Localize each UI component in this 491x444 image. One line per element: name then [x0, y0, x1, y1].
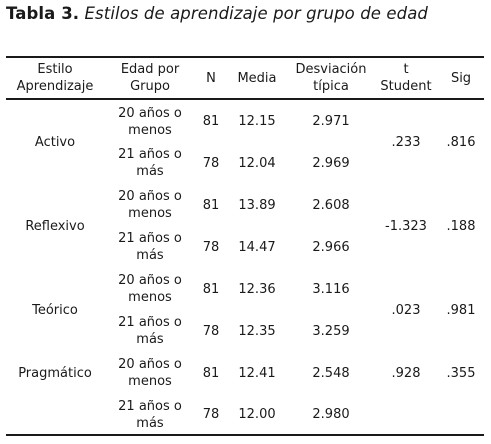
- media-cell: 12.15: [238, 114, 276, 129]
- header-edad: Edad por Grupo: [120, 62, 180, 94]
- desviacion-cell: 2.969: [312, 155, 350, 171]
- t-student-cell: .023: [391, 302, 421, 318]
- header-n: N: [206, 70, 216, 86]
- desviacion-cell: 2.548: [312, 365, 350, 381]
- table-number: Tabla 3.: [6, 4, 80, 23]
- table-row: Pragmático 20 años o menos 81 12.41 2.54…: [6, 351, 484, 393]
- desviacion-cell: 2.966: [312, 239, 350, 255]
- estilo-cell: Pragmático: [18, 366, 92, 381]
- sig-cell: .188: [446, 218, 476, 234]
- media-cell: 12.35: [238, 323, 276, 339]
- table-row: 21 años o más 78 14.47 2.966: [6, 225, 484, 267]
- desviacion-cell: 3.259: [312, 323, 350, 339]
- edad-cell: 21 años o más: [118, 147, 182, 179]
- header-estilo: Estilo Aprendizaje: [16, 62, 94, 94]
- table-row: 21 años o más 78 12.35 3.259: [6, 309, 484, 351]
- edad-cell: 21 años o más: [118, 231, 182, 263]
- estilo-cell: Activo: [34, 135, 76, 150]
- edad-cell: 20 años o menos: [118, 189, 182, 221]
- table-row: 21 años o más 78 12.04 2.969: [6, 141, 484, 183]
- sig-cell: .355: [446, 366, 476, 381]
- t-student-cell: -1.323: [385, 218, 427, 234]
- sig-cell: .816: [446, 135, 476, 150]
- media-cell: 12.04: [238, 155, 276, 171]
- table-row: 21 años o más 78 12.00 2.980: [6, 393, 484, 435]
- n-cell: 81: [202, 197, 220, 213]
- header-media: Media: [237, 70, 277, 86]
- desviacion-cell: 3.116: [312, 281, 350, 297]
- header-row: Estilo Aprendizaje Edad por Grupo N Medi…: [6, 57, 484, 99]
- table-row: Activo 20 años o menos 81 12.15 2.971 .2…: [6, 99, 484, 151]
- desviacion-cell: 2.608: [312, 197, 350, 213]
- header-desviacion: Desviación típica: [295, 62, 367, 94]
- estilo-cell: Teórico: [32, 302, 78, 318]
- desviacion-cell: 2.971: [312, 114, 350, 129]
- n-cell: 78: [202, 155, 220, 171]
- media-cell: 14.47: [238, 239, 276, 255]
- t-student-cell: .233: [391, 135, 421, 150]
- table-title: Estilos de aprendizaje por grupo de edad: [84, 4, 428, 23]
- table-row: Teórico 20 años o menos 81 12.36 3.116 .…: [6, 267, 484, 318]
- n-cell: 81: [202, 281, 220, 297]
- media-cell: 12.41: [238, 365, 276, 381]
- edad-cell: 21 años o más: [118, 398, 182, 431]
- n-cell: 81: [202, 365, 220, 381]
- media-cell: 12.00: [238, 407, 276, 422]
- t-student-cell: .928: [391, 366, 421, 381]
- n-cell: 81: [202, 114, 220, 129]
- media-cell: 12.36: [238, 281, 276, 297]
- table-body: Activo 20 años o menos 81 12.15 2.971 .2…: [6, 99, 484, 435]
- n-cell: 78: [202, 239, 220, 255]
- header-t-student: t Student: [380, 62, 432, 94]
- n-cell: 78: [202, 407, 220, 422]
- table-caption: Tabla 3. Estilos de aprendizaje por grup…: [6, 4, 428, 23]
- sig-cell: .981: [446, 302, 476, 318]
- n-cell: 78: [202, 323, 220, 339]
- edad-cell: 20 años o menos: [118, 105, 182, 138]
- desviacion-cell: 2.980: [312, 407, 350, 422]
- estilo-cell: Reflexivo: [25, 218, 85, 234]
- edad-cell: 21 años o más: [118, 315, 182, 347]
- header-sig: Sig: [450, 70, 472, 86]
- media-cell: 13.89: [238, 197, 276, 213]
- learning-styles-table: Estilo Aprendizaje Edad por Grupo N Medi…: [6, 56, 484, 436]
- edad-cell: 20 años o menos: [118, 357, 182, 389]
- table-row: Reflexivo 20 años o menos 81 13.89 2.608…: [6, 183, 484, 234]
- edad-cell: 20 años o menos: [118, 273, 182, 305]
